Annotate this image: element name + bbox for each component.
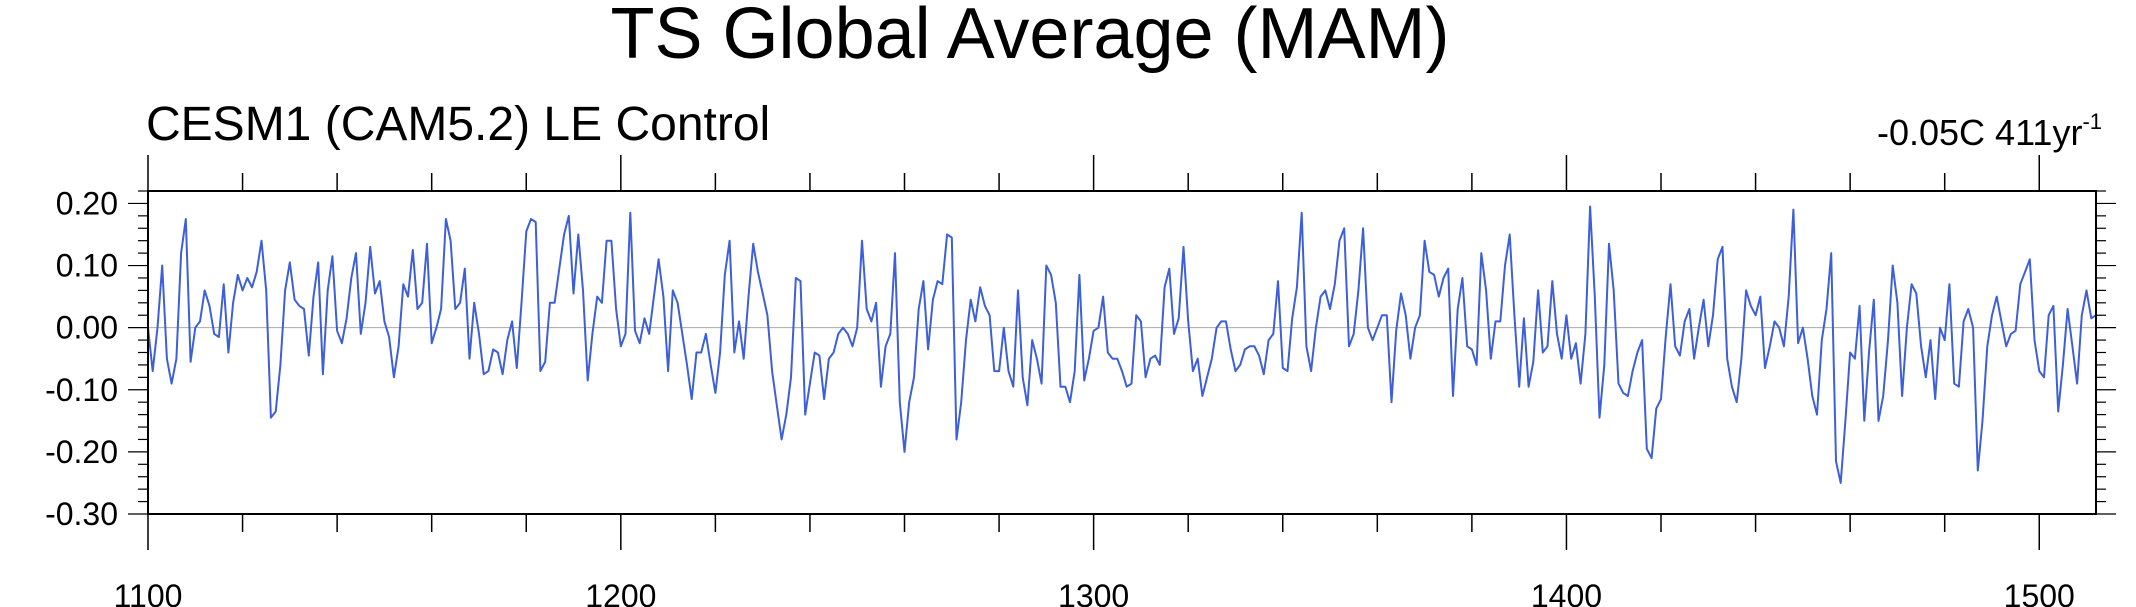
trend-superscript: -1 xyxy=(2082,109,2102,134)
series-line xyxy=(147,205,2097,484)
chart-subtitle: CESM1 (CAM5.2) LE Control xyxy=(146,98,770,151)
x-tick-label: 1400 xyxy=(1531,578,1602,607)
y-tick-label: -0.10 xyxy=(45,372,118,408)
trend-text: -0.05C 411yr xyxy=(1877,112,2082,153)
plot-frame xyxy=(147,190,2097,515)
y-tick-label: -0.20 xyxy=(45,434,118,470)
x-tick-label: 1500 xyxy=(2004,578,2075,607)
trend-label: -0.05C 411yr-1 xyxy=(1877,109,2102,153)
x-tick-label: 1300 xyxy=(1058,578,1129,607)
x-tick-label: 1100 xyxy=(114,578,183,607)
tick-labels: 1100 1200 1300 1400 1500 0.20 0.10 0.00 -0.10 -0.… xyxy=(45,185,2075,607)
y-tick-label: -0.30 xyxy=(45,496,118,532)
chart-title: TS Global Average (MAM) xyxy=(611,0,1450,74)
y-tick-label: 0.00 xyxy=(56,310,118,346)
y-tick-label: 0.20 xyxy=(56,185,118,221)
y-tick-label: 0.10 xyxy=(56,248,118,284)
x-tick-label: 1200 xyxy=(585,578,656,607)
major-ticks xyxy=(128,155,2116,550)
minor-ticks xyxy=(138,173,2106,532)
